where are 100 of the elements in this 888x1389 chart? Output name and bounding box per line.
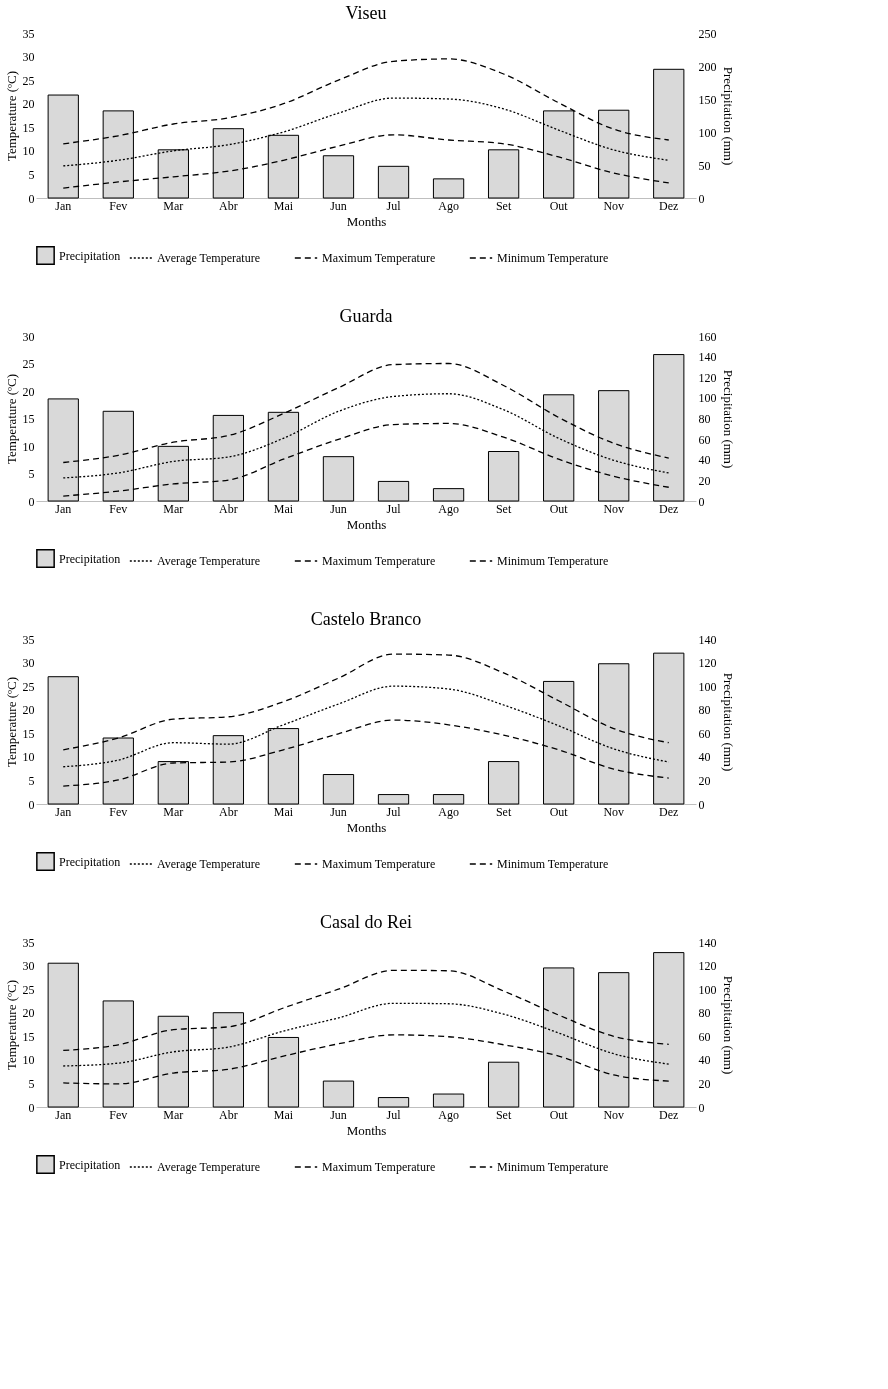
bar [322,456,355,502]
y-tick-label: 25 [22,982,35,997]
y2-axis-title: Precipitation (mm) [720,66,736,166]
x-tick-label: Nov [603,501,625,516]
legend-label: Maximum Temperature [322,1160,436,1174]
bar [322,774,355,805]
x-tick-label: Out [549,804,569,819]
y-axis-title: Temperature (ºC) [3,676,19,768]
y2-tick-label: 120 [698,370,717,385]
y-tick-label: 20 [22,384,35,399]
y2-tick-label: 0 [698,797,705,812]
bar [377,480,410,502]
y-tick-label: 5 [28,167,35,182]
x-tick-label: Abr [219,198,238,213]
y2-tick-label: 140 [698,632,717,647]
y-tick-label: 0 [28,1100,35,1115]
x-tick-label: Ago [438,198,459,213]
bar [487,149,520,199]
y-tick-label: 0 [28,494,35,509]
chart-title: Casal do Rei [320,912,412,932]
y2-tick-label: 20 [698,1076,711,1091]
y-tick-label: 20 [22,97,35,112]
y2-tick-label: 100 [698,125,717,140]
y-tick-label: 10 [22,750,35,765]
bar [377,794,410,805]
y-tick-label: 35 [22,26,35,41]
bar [487,451,520,502]
y2-tick-label: 80 [698,703,711,718]
bar [487,761,520,805]
y2-tick-label: 40 [698,453,711,468]
x-tick-label: Fev [109,198,128,213]
legend-label: Minimum Temperature [497,554,609,568]
y-tick-label: 30 [22,329,35,344]
x-tick-label: Set [495,198,512,213]
y2-tick-label: 20 [698,473,711,488]
y-tick-label: 10 [22,439,35,454]
x-tick-label: Nov [603,804,625,819]
x-tick-label: Ago [438,1107,459,1122]
y-axis-title: Temperature (ºC) [3,373,19,465]
y-axis-title: Temperature (ºC) [3,979,19,1071]
x-tick-label: Mai [273,501,294,516]
y2-tick-label: 250 [698,26,717,41]
y2-tick-label: 140 [698,935,717,950]
x-tick-label: Mai [273,1107,294,1122]
x-tick-label: Dez [659,501,679,516]
y2-tick-label: 200 [698,59,717,74]
x-tick-label: Mar [163,198,184,213]
x-tick-label: Set [495,804,512,819]
y2-tick-label: 0 [698,191,705,206]
y-tick-label: 30 [22,959,35,974]
y2-tick-label: 100 [698,391,717,406]
bar [432,794,465,805]
y2-tick-label: 20 [698,773,711,788]
y2-tick-label: 150 [698,92,717,107]
legend-label: Average Temperature [157,857,260,871]
y-tick-label: 0 [28,191,35,206]
x-tick-label: Fev [109,804,128,819]
y2-tick-label: 0 [698,494,705,509]
y-tick-label: 25 [22,73,35,88]
y2-tick-label: 60 [698,726,711,741]
x-tick-label: Out [549,1107,569,1122]
y2-tick-label: 100 [698,982,717,997]
y2-tick-label: 120 [698,656,717,671]
x-tick-label: Mar [163,1107,184,1122]
bar [377,1097,410,1108]
y-tick-label: 15 [22,120,35,135]
legend-label: Average Temperature [157,554,260,568]
x-tick-label: Jan [55,501,72,516]
x-tick-label: Nov [603,198,625,213]
legend-label: Precipitation [59,248,121,263]
x-axis-title: Months [346,213,387,229]
y-tick-label: 15 [22,726,35,741]
y2-tick-label: 60 [698,432,711,447]
y2-tick-label: 100 [698,679,717,694]
legend-label: Minimum Temperature [497,857,609,871]
y-tick-label: 10 [22,144,35,159]
bar [322,155,355,199]
y2-tick-label: 40 [698,1053,711,1068]
x-tick-label: Dez [659,198,679,213]
legend-label: Average Temperature [157,251,260,265]
y-axis-title: Temperature (ºC) [3,70,19,162]
x-tick-label: Ago [438,804,459,819]
x-tick-label: Mai [273,198,294,213]
y2-axis-title: Precipitation (mm) [720,672,736,772]
legend-label: Maximum Temperature [322,554,436,568]
x-tick-label: Mai [273,804,294,819]
x-tick-label: Nov [603,1107,625,1122]
x-tick-label: Out [549,501,569,516]
legend-label: Maximum Temperature [322,857,436,871]
y2-axis-title: Precipitation (mm) [720,369,736,469]
y-tick-label: 30 [22,656,35,671]
x-tick-label: Abr [219,804,238,819]
x-tick-label: Dez [659,1107,679,1122]
chart-title: Viseu [345,3,387,23]
x-tick-label: Jun [330,501,347,516]
x-tick-label: Abr [219,1107,238,1122]
x-tick-label: Jul [386,1107,402,1122]
y-tick-label: 5 [28,773,35,788]
y2-tick-label: 160 [698,329,717,344]
x-tick-label: Mar [163,501,184,516]
